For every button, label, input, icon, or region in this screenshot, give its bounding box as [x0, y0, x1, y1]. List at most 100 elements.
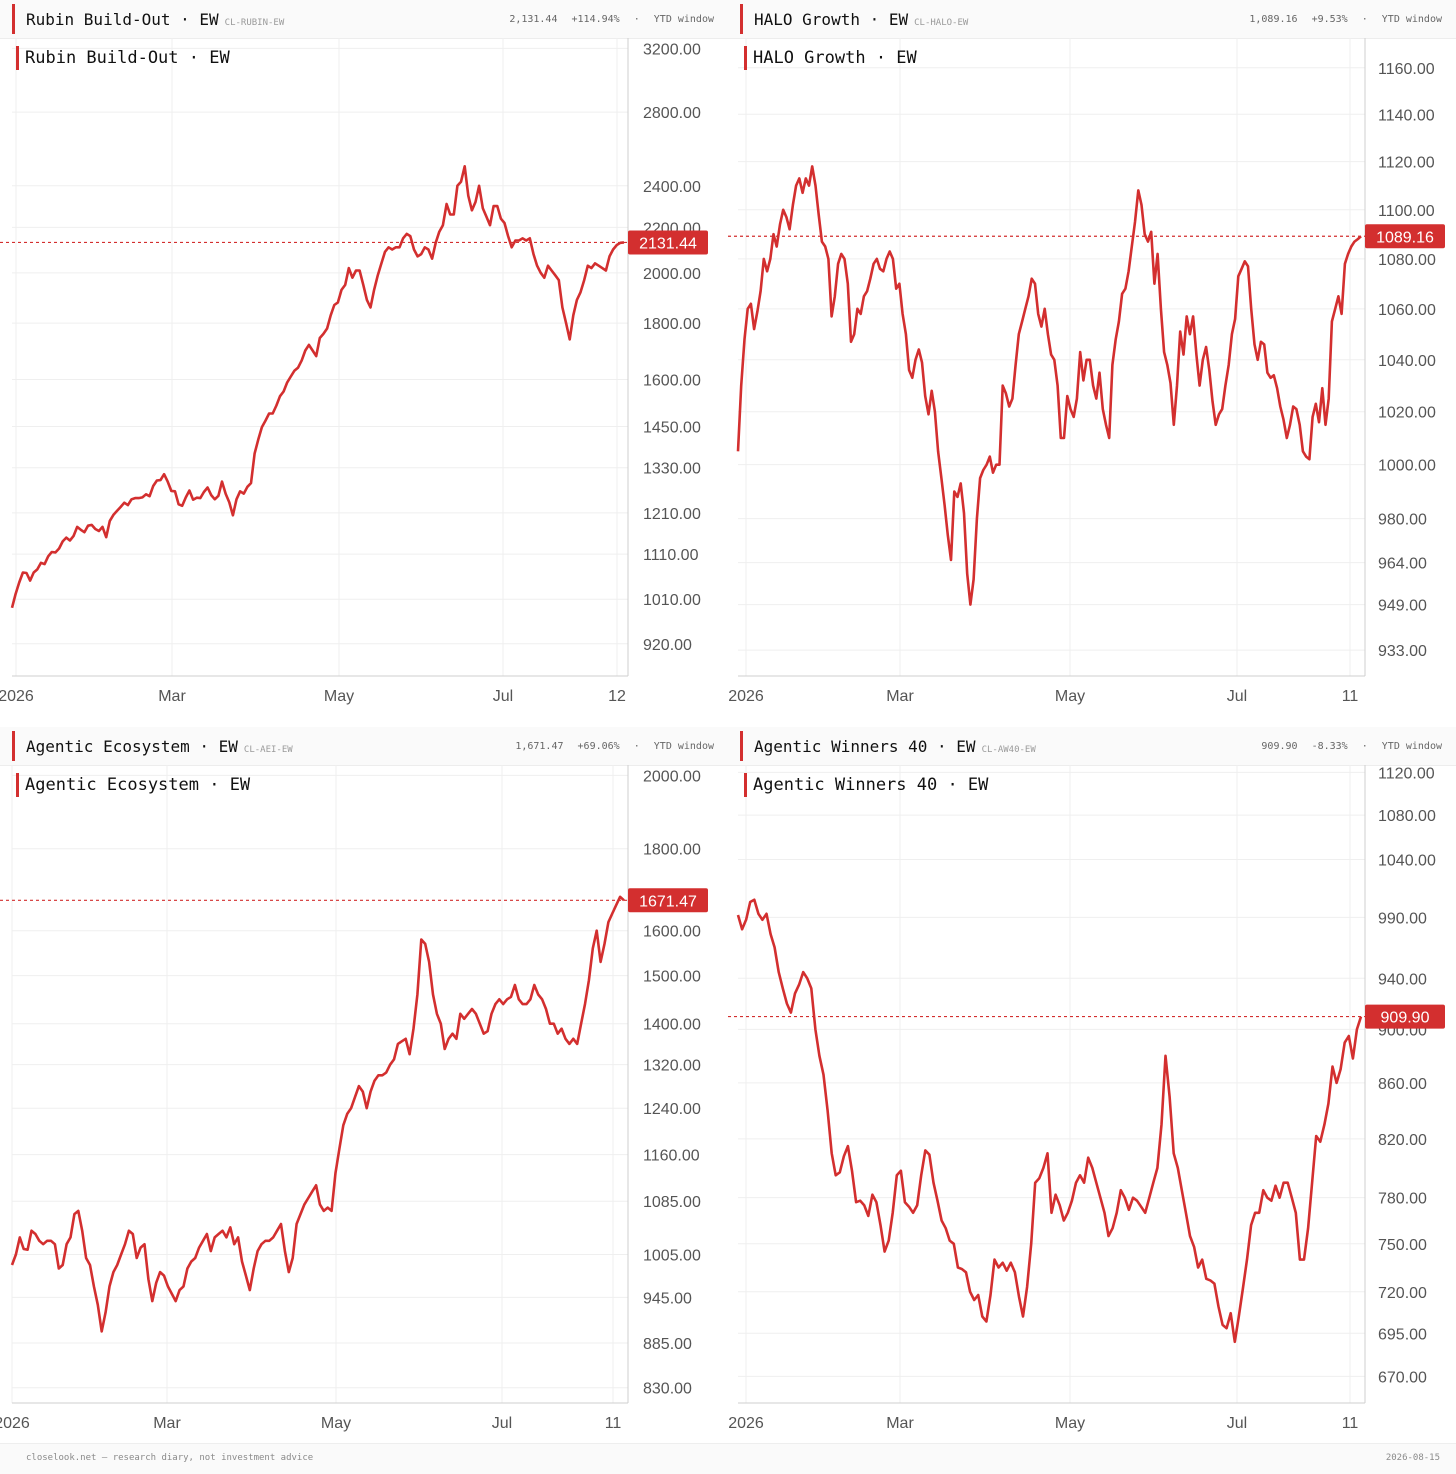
panel-window: YTD window	[653, 741, 714, 752]
last-value-badge	[1365, 224, 1445, 249]
y-tick-label: 1800.00	[643, 842, 701, 859]
y-tick-label: 1400.00	[643, 1017, 701, 1034]
last-value-label: 1671.47	[639, 893, 697, 910]
y-tick-label: 1600.00	[643, 372, 701, 389]
x-tick-label: 11	[1342, 688, 1359, 705]
y-tick-label: 920.00	[643, 637, 692, 654]
chart-title-accent	[16, 773, 19, 797]
chart-title-accent	[744, 46, 747, 70]
line-chart[interactable]: 3200.002800.002400.002200.002000.001800.…	[0, 38, 728, 716]
y-tick-label: 990.00	[1378, 910, 1427, 927]
y-tick-label: 1040.00	[1378, 852, 1436, 869]
line-chart[interactable]: 2000.00 1800.00 1600.00 1500.00 1400.00 1320.…	[0, 765, 728, 1443]
last-value-badge	[628, 230, 708, 255]
panel-code: CL-RUBIN-EW	[224, 18, 285, 28]
y-tick-label: 1330.00	[643, 461, 701, 478]
panel-value: 2,131.44	[509, 14, 558, 25]
panel-title: Rubin Build-Out · EW CL-RUBIN-EW	[26, 10, 284, 29]
y-tick-label: 1085.00	[643, 1194, 701, 1211]
panel-change: +69.06%	[577, 741, 620, 752]
y-tick-label: 1320.00	[643, 1058, 701, 1075]
panel-title-text: Agentic Ecosystem · EW	[26, 737, 238, 756]
panel-code: CL-AEI-EW	[243, 745, 293, 755]
line-chart[interactable]: 1160.00 1140.00 1120.00 1100.00 1080.00 1060.…	[728, 38, 1456, 716]
panel-separator: ·	[1361, 14, 1368, 25]
x-tick-label: May	[1055, 1415, 1085, 1432]
panel-separator: ·	[633, 741, 640, 752]
y-tick-label: 2000.00	[643, 768, 701, 785]
y-tick-label: 1210.00	[643, 506, 701, 523]
x-tick-label: May	[321, 1415, 351, 1432]
chart-panel-agentic-ecosystem: Agentic Ecosystem · EW CL-AEI-EW 1,671.47…	[0, 727, 728, 1443]
y-tick-label: 695.00	[1378, 1326, 1427, 1343]
x-tick-label: Mar	[153, 1415, 181, 1432]
y-tick-label: 1120.00	[1378, 155, 1435, 172]
y-tick-label: 780.00	[1378, 1191, 1427, 1208]
panel-title-text: HALO Growth · EW	[754, 10, 909, 29]
page-footer: closelook.net — research diary, not inve…	[0, 1443, 1456, 1474]
x-tick-label: May	[1055, 688, 1085, 705]
x-tick-label: Jul	[492, 1415, 512, 1432]
series-line	[10, 895, 625, 1333]
panel-stats: 1,089.16 +9.53% · YTD window	[1241, 14, 1442, 25]
y-tick-label: 1010.00	[643, 592, 701, 609]
y-tick-label: 980.00	[1378, 512, 1427, 529]
y-tick-label: 885.00	[643, 1336, 692, 1353]
y-tick-label: 1120.00	[1378, 765, 1435, 782]
last-value-label: 909.90	[1381, 1010, 1430, 1027]
y-tick-label: 1450.00	[643, 419, 701, 436]
y-tick-label: 2400.00	[643, 179, 701, 196]
y-tick-label: 1060.00	[1378, 302, 1436, 319]
y-tick-label: 830.00	[643, 1381, 692, 1398]
x-tick-label: 11	[605, 1415, 622, 1432]
panel-change: +114.94%	[571, 14, 620, 25]
panel-title: HALO Growth · EW CL-HALO-EW	[754, 10, 968, 29]
chart-title: Agentic Winners 40 · EW	[753, 775, 989, 795]
accent-bar	[12, 731, 15, 761]
panel-stats: 909.90 -8.33% · YTD window	[1253, 741, 1442, 752]
y-tick-label: 1080.00	[1378, 252, 1436, 269]
chart-title-accent	[16, 46, 19, 70]
panel-separator: ·	[1361, 741, 1368, 752]
y-tick-label: 3200.00	[643, 41, 701, 58]
y-tick-label: 1160.00	[1378, 61, 1435, 78]
panel-stats: 1,671.47 +69.06% · YTD window	[507, 741, 714, 752]
panel-window: YTD window	[653, 14, 714, 25]
panel-title-text: Agentic Winners 40 · EW	[754, 737, 976, 756]
panel-header: Rubin Build-Out · EW CL-RUBIN-EW 2,131.44…	[0, 0, 728, 39]
x-tick-label: May	[324, 688, 354, 705]
series-line	[10, 165, 625, 609]
series-line	[736, 165, 1362, 606]
series-line	[736, 898, 1363, 1344]
chart-title-accent	[744, 773, 747, 797]
panel-value: 1,671.47	[515, 741, 564, 752]
y-tick-label: 670.00	[1378, 1369, 1427, 1386]
panel-value: 909.90	[1261, 741, 1298, 752]
y-tick-label: 2000.00	[643, 266, 701, 283]
panel-change: -8.33%	[1311, 741, 1348, 752]
y-tick-label: 1160.00	[643, 1148, 700, 1165]
y-tick-label: 1240.00	[643, 1101, 701, 1118]
x-tick-label: 11	[1342, 1415, 1359, 1432]
last-value-label: 1089.16	[1376, 229, 1434, 246]
line-chart[interactable]: 1120.001080.001040.00990.00940.00900.008…	[728, 765, 1456, 1443]
footer-disclaimer: closelook.net — research diary, not inve…	[26, 1453, 314, 1463]
chart-panel-agentic-winners: Agentic Winners 40 · EW CL-AW40-EW 909.90…	[728, 727, 1456, 1443]
y-tick-label: 1020.00	[1378, 405, 1436, 422]
accent-bar	[740, 731, 743, 761]
footer-date: 2026-08-15	[1385, 1453, 1440, 1463]
chart-panel-halo: HALO Growth · EW CL-HALO-EW 1,089.16 +9.5…	[728, 0, 1456, 716]
x-tick-label: 2026	[728, 1415, 764, 1432]
x-tick-label: 2026	[728, 688, 764, 705]
panel-window: YTD window	[1381, 14, 1442, 25]
x-tick-label: 12	[608, 688, 626, 705]
y-tick-label: 1140.00	[1378, 107, 1435, 124]
panel-title: Agentic Ecosystem · EW CL-AEI-EW	[26, 737, 293, 756]
y-tick-label: 1005.00	[643, 1248, 701, 1265]
panel-title-text: Rubin Build-Out · EW	[26, 10, 219, 29]
panel-title: Agentic Winners 40 · EW CL-AW40-EW	[754, 737, 1036, 756]
y-tick-label: 820.00	[1378, 1132, 1427, 1149]
panel-header: HALO Growth · EW CL-HALO-EW 1,089.16 +9.5…	[728, 0, 1456, 39]
accent-bar	[740, 4, 743, 34]
panel-header: Agentic Winners 40 · EW CL-AW40-EW 909.90…	[728, 727, 1456, 766]
